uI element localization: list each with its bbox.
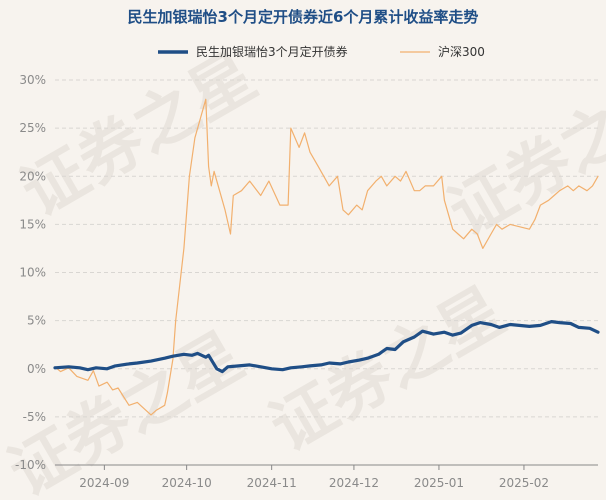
x-tick-label: 2025-01 (414, 476, 464, 490)
x-tick-label: 2024-11 (247, 476, 297, 490)
y-axis: 30% 25% 20% 15% 10% 5% 0% -5% -10% (15, 73, 46, 472)
y-tick-label: 5% (27, 314, 46, 328)
legend: 民生加银瑞怡3个月定开债券 沪深300 (158, 44, 485, 59)
fund-return-line (53, 320, 600, 374)
legend-fund-label: 民生加银瑞怡3个月定开债券 (196, 44, 348, 59)
y-tick-label: 20% (19, 169, 46, 183)
y-tick-label: 10% (19, 266, 46, 280)
chart-title: 民生加银瑞怡3个月定开债券近6个月累计收益率走势 (128, 8, 479, 26)
y-tick-label: -10% (15, 458, 46, 472)
legend-index-label: 沪深300 (438, 45, 485, 59)
x-tick-label: 2025-02 (499, 476, 549, 490)
x-axis: 2024-09 2024-10 2024-11 2024-12 2025-01 2025-… (55, 464, 598, 490)
y-tick-label: 30% (19, 73, 46, 87)
y-tick-label: -5% (23, 410, 46, 424)
x-tick-label: 2024-10 (162, 476, 212, 490)
series-layer (53, 98, 600, 416)
watermark-layer: 证券之星 证券之星 证券之星 证券之星 (0, 39, 606, 500)
y-tick-label: 25% (19, 121, 46, 135)
y-tick-label: 15% (19, 217, 46, 231)
x-tick-label: 2024-12 (329, 476, 379, 490)
index-return-line (54, 98, 599, 416)
watermark-text: 证券之星 (437, 59, 606, 251)
watermark-text: 证券之星 (10, 39, 269, 231)
x-tick-label: 2024-09 (79, 476, 129, 490)
y-tick-label: 0% (27, 362, 46, 376)
watermark-text: 证券之星 (258, 274, 517, 466)
